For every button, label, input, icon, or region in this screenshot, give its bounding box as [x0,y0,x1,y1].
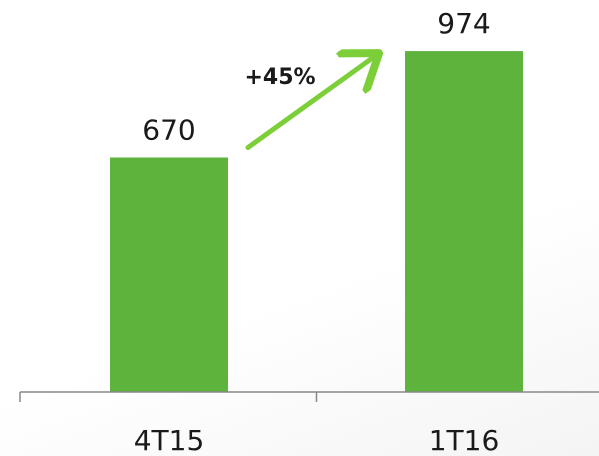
bar-1T16 [405,51,523,392]
bar-4T15 [110,157,228,392]
data-label-1T16: 974 [437,7,490,40]
growth-arrow [245,56,375,150]
data-label-4T15: 670 [142,114,195,147]
growth-label: +45% [244,65,315,90]
x-tick-label-1T16: 1T16 [429,424,500,456]
x-axis [19,391,599,402]
labels-layer: 670 4T15 974 1T16 [134,7,500,456]
growth-annotation: +45% [244,56,375,150]
x-tick-label-4T15: 4T15 [134,424,205,456]
bars-layer [110,51,523,392]
